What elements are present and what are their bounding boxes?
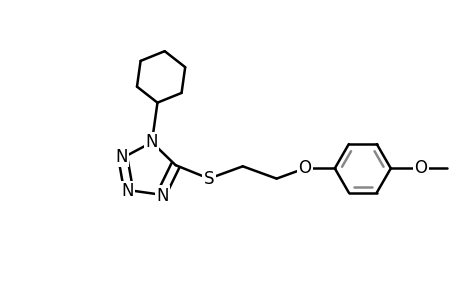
Text: O: O — [297, 159, 311, 177]
Text: N: N — [146, 133, 158, 151]
Text: N: N — [156, 187, 168, 205]
Text: N: N — [121, 182, 134, 200]
Text: N: N — [115, 148, 128, 166]
Text: O: O — [414, 159, 426, 177]
Text: S: S — [203, 169, 214, 188]
